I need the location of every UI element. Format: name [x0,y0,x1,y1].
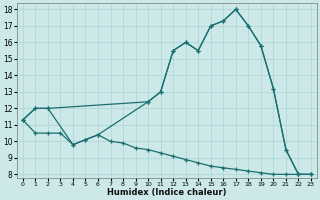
X-axis label: Humidex (Indice chaleur): Humidex (Indice chaleur) [107,188,227,197]
